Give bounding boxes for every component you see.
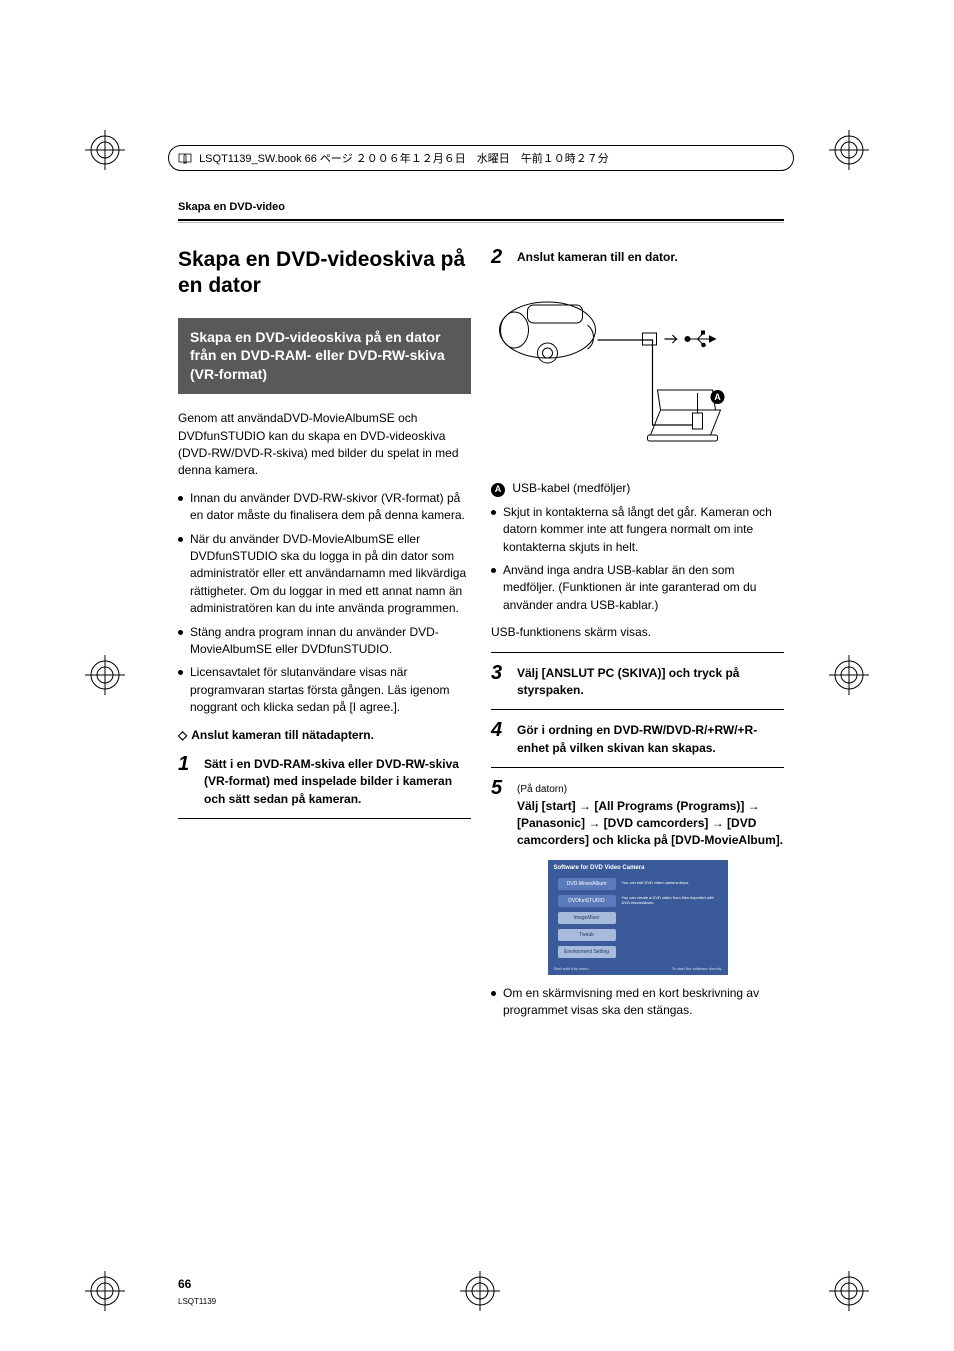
software-screenshot: Software for DVD Video Camera DVD-MovieA… (548, 860, 728, 975)
section-breadcrumb: Skapa en DVD-video (178, 201, 784, 213)
step-separator (491, 767, 784, 768)
reg-mark-bl (85, 1271, 125, 1311)
subtitle-box: Skapa en DVD-videoskiva på en dator från… (178, 318, 471, 395)
step-5: 5 (På datorn) Välj [start] → [All Progra… (491, 778, 784, 850)
screenshot-btn: Tweak (558, 929, 616, 941)
right-column: 2 Anslut kameran till en dator. (491, 247, 784, 1030)
step-number: 5 (491, 778, 509, 850)
page-number: 66 (178, 1277, 191, 1291)
intro-bullet: Stäng andra program innan du använder DV… (178, 624, 471, 659)
step-separator (491, 652, 784, 653)
step-4: 4 Gör i ordning en DVD-RW/DVD-R/+RW/+R-e… (491, 720, 784, 757)
step-3: 3 Välj [ANSLUT PC (SKIVA)] och tryck på … (491, 663, 784, 700)
screenshot-desc: You can edit DVD video camera discs. You… (622, 880, 720, 906)
reg-mark-br (829, 1271, 869, 1311)
screenshot-footer-right: To start the software directly (672, 966, 722, 972)
intro-bullet: Licensavtalet för slutanvändare visas nä… (178, 664, 471, 716)
after-shot-bullet: Om en skärmvisning med en kort beskrivni… (491, 985, 784, 1020)
main-title: Skapa en DVD-videoskiva på en dator (178, 247, 471, 300)
step-5-text: Välj [start] → [All Programs (Programs)]… (517, 799, 783, 848)
reg-mark-l (85, 655, 125, 695)
book-icon (178, 152, 192, 166)
step-number: 2 (491, 247, 509, 267)
step-2: 2 Anslut kameran till en dator. (491, 247, 784, 267)
step-1-text: Sätt i en DVD-RAM-skiva eller DVD-RW-ski… (204, 754, 471, 808)
step-5-body: (På datorn) Välj [start] → [All Programs… (517, 778, 784, 850)
step-number: 3 (491, 663, 509, 700)
screenshot-desc-line: You can edit DVD video camera discs. (622, 880, 720, 885)
intro-bullet: Innan du använder DVD-RW-skivor (VR-form… (178, 490, 471, 525)
step-2-text: Anslut kameran till en dator. (517, 247, 784, 267)
right-bullet: Skjut in kontakterna så långt det går. K… (491, 504, 784, 556)
book-header: LSQT1139_SW.book 66 ページ ２００６年１２月６日 水曜日 午… (178, 150, 784, 176)
step-separator (178, 818, 471, 819)
step-4-text: Gör i ordning en DVD-RW/DVD-R/+RW/+R-enh… (517, 720, 784, 757)
diamond-instruction: Anslut kameran till nätadaptern. (178, 727, 471, 744)
screenshot-btn: ImageMixer (558, 912, 616, 924)
reg-mark-r (829, 655, 869, 695)
figure-label-a: A (714, 392, 721, 402)
section-rule (178, 219, 784, 223)
connection-figure: A (491, 285, 784, 465)
usb-note: USB-funktionens skärm visas. (491, 624, 784, 641)
book-header-text: LSQT1139_SW.book 66 ページ ２００６年１２月６日 水曜日 午… (199, 153, 609, 165)
step-separator (491, 709, 784, 710)
step-number: 4 (491, 720, 509, 757)
step-1: 1 Sätt i en DVD-RAM-skiva eller DVD-RW-s… (178, 754, 471, 808)
intro-paragraph: Genom att användaDVD-MovieAlbumSE och DV… (178, 410, 471, 480)
page-content: LSQT1139_SW.book 66 ページ ２００６年１２月６日 水曜日 午… (178, 150, 784, 1210)
bullet-a-icon: A (491, 483, 505, 497)
page-code: LSQT1139 (178, 1297, 216, 1306)
step-number: 1 (178, 754, 196, 808)
left-column: Skapa en DVD-videoskiva på en dator Skap… (178, 247, 471, 1030)
usb-caption-text: USB-kabel (medföljer) (512, 481, 630, 495)
screenshot-footer-left: Start with this menu (554, 966, 589, 972)
intro-bullets: Innan du använder DVD-RW-skivor (VR-form… (178, 490, 471, 717)
right-bullets: Skjut in kontakterna så långt det går. K… (491, 504, 784, 614)
intro-bullet: När du använder DVD-MovieAlbumSE eller D… (178, 531, 471, 618)
screenshot-btn: DVDfunSTUDIO (558, 895, 616, 907)
right-bullet: Använd inga andra USB-kablar än den som … (491, 562, 784, 614)
step-5-pre: (På datorn) (517, 784, 567, 795)
after-screenshot-bullets: Om en skärmvisning med en kort beskrivni… (491, 985, 784, 1020)
screenshot-btn: Environment Setting (558, 946, 616, 958)
screenshot-btn: DVD-MovieAlbum (558, 878, 616, 890)
usb-caption: A USB-kabel (medföljer) (491, 480, 784, 497)
reg-mark-b (460, 1271, 500, 1311)
screenshot-desc-line: You can create a DVD video from files im… (622, 895, 720, 905)
reg-mark-tr (829, 130, 869, 170)
step-3-text: Välj [ANSLUT PC (SKIVA)] och tryck på st… (517, 663, 784, 700)
reg-mark-tl (85, 130, 125, 170)
screenshot-title: Software for DVD Video Camera (554, 864, 645, 873)
